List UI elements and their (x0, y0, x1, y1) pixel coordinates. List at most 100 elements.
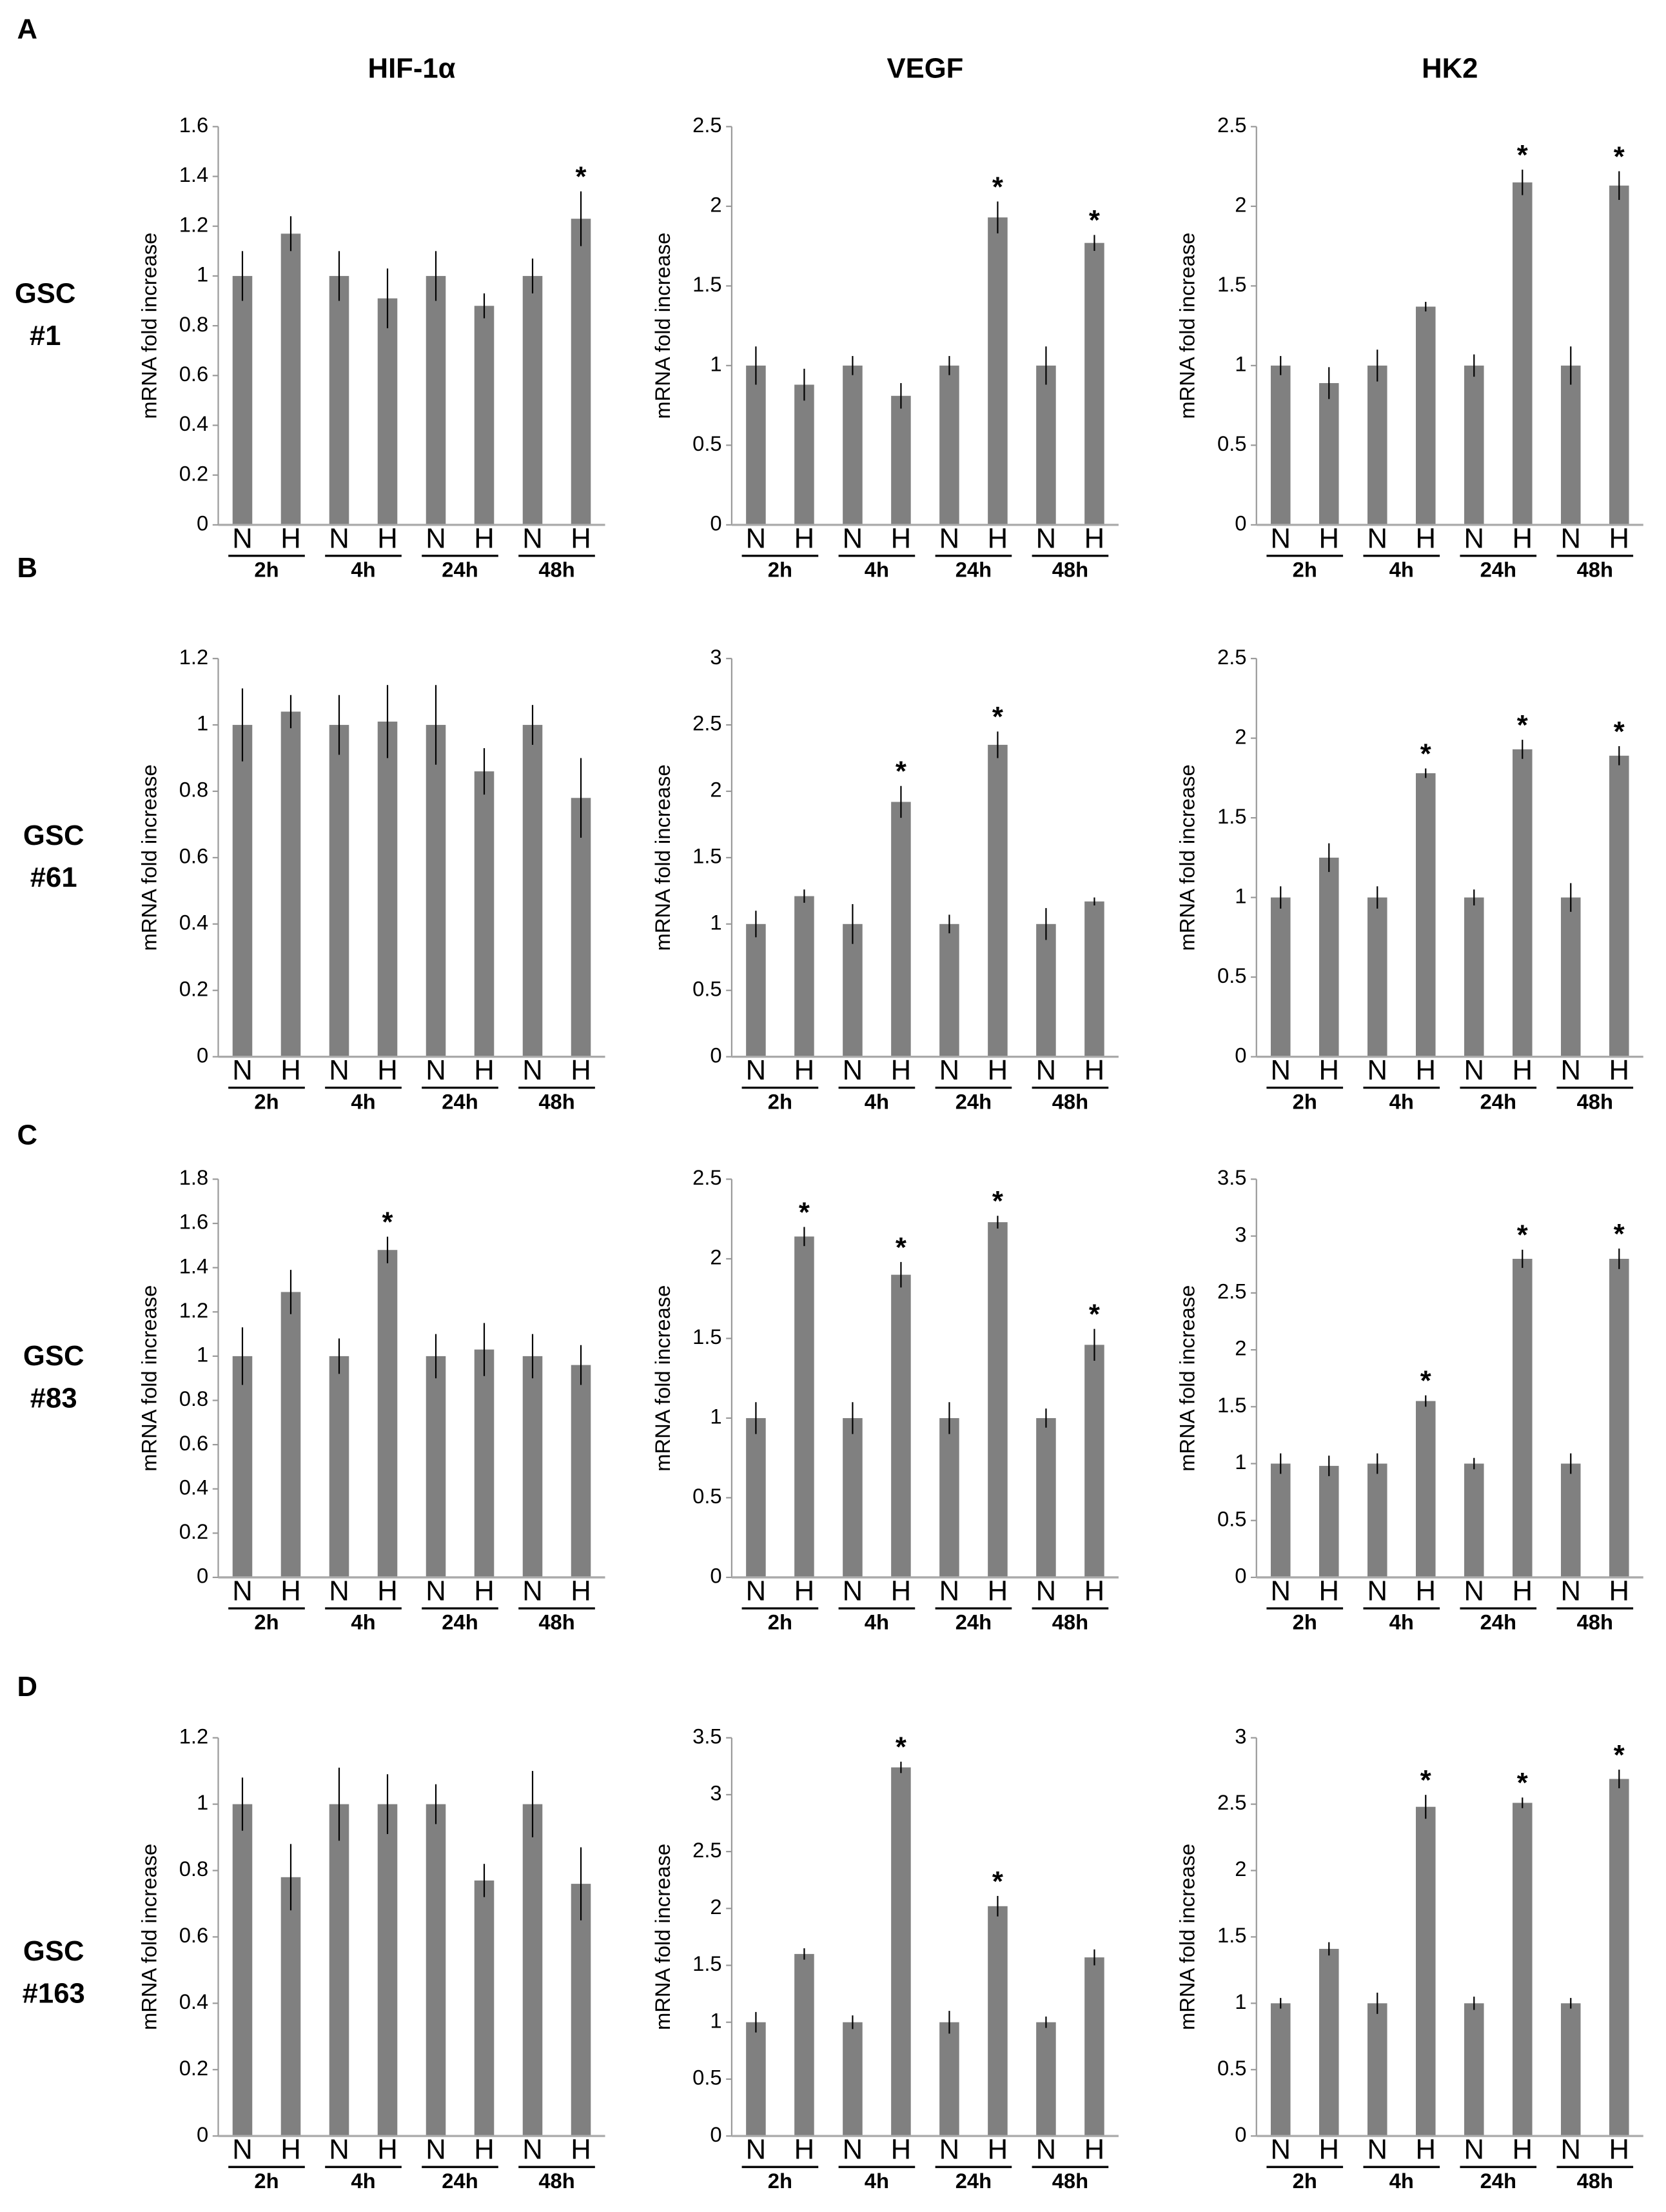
y-tick-label: 0 (1235, 2122, 1246, 2146)
x-tick-label: H (377, 1055, 398, 1086)
x-tick-label: H (988, 523, 1008, 554)
y-tick-label: 0.2 (179, 976, 208, 1000)
bar (232, 275, 253, 525)
bar (232, 1804, 253, 2137)
x-tick-label: N (232, 1055, 253, 1086)
bar (571, 219, 591, 525)
x-tick-label: H (794, 523, 815, 554)
group-label: 4h (865, 1610, 889, 1634)
bar (1367, 897, 1387, 1057)
x-tick-label: N (843, 523, 863, 554)
x-tick-label: N (1367, 1055, 1388, 1086)
x-tick-label: N (522, 523, 543, 554)
y-tick-label: 0 (710, 1564, 721, 1588)
y-tick-label: 1.5 (1217, 272, 1246, 296)
group-label: 48h (1052, 1089, 1088, 1113)
group-label: 2h (254, 1089, 279, 1113)
x-tick-label: H (1084, 2135, 1105, 2166)
group-label: 24h (1480, 558, 1516, 582)
group-label: 24h (442, 1089, 478, 1113)
y-tick-label: 0.5 (1217, 2056, 1246, 2080)
x-tick-label: H (571, 1055, 591, 1086)
bar (1416, 1401, 1436, 1577)
bar (329, 1804, 349, 2137)
bar (1609, 755, 1629, 1057)
significance-mark: * (1614, 141, 1625, 172)
x-tick-label: H (571, 1575, 591, 1606)
x-tick-label: N (329, 523, 349, 554)
group-label: 2h (1293, 1089, 1317, 1113)
bar (280, 1292, 301, 1577)
y-axis-label: mRNA fold increase (137, 1285, 161, 1472)
y-tick-label: 1.5 (692, 1325, 721, 1348)
row-label: #83 (30, 1383, 77, 1414)
bar (1084, 242, 1104, 525)
bar (891, 802, 911, 1057)
y-axis-label: mRNA fold increase (137, 233, 161, 419)
bar (474, 1349, 495, 1577)
bar (280, 711, 301, 1057)
y-tick-label: 0.2 (179, 1519, 208, 1543)
bar (1036, 1417, 1056, 1577)
y-tick-label: 1.5 (692, 844, 721, 868)
y-tick-label: 1 (710, 352, 721, 376)
x-tick-label: N (1561, 1575, 1582, 1606)
bar (891, 395, 911, 525)
x-tick-label: N (1271, 1055, 1291, 1086)
x-tick-label: H (571, 2135, 591, 2166)
bar (1609, 1779, 1629, 2137)
bar (1036, 2022, 1056, 2137)
group-label: 24h (1480, 2169, 1516, 2193)
y-tick-label: 1 (1235, 884, 1246, 907)
x-tick-label: N (522, 2135, 543, 2166)
bar (1561, 897, 1581, 1057)
x-tick-label: H (1609, 1575, 1630, 1606)
x-tick-label: H (1416, 523, 1436, 554)
x-tick-label: H (474, 2135, 495, 2166)
row-label: #163 (23, 1979, 85, 2010)
bar (1036, 923, 1056, 1057)
bar (1416, 773, 1436, 1057)
significance-mark: * (1517, 710, 1528, 741)
x-tick-label: H (474, 1055, 495, 1086)
x-tick-label: N (1464, 1055, 1485, 1086)
group-label: 4h (351, 558, 375, 582)
x-tick-label: N (426, 523, 446, 554)
y-tick-label: 1 (710, 1405, 721, 1428)
bar (746, 365, 766, 525)
x-tick-label: H (1513, 1575, 1533, 1606)
x-tick-label: N (1464, 1575, 1485, 1606)
y-tick-label: 3 (710, 645, 721, 669)
y-tick-label: 1.5 (692, 1951, 721, 1975)
group-label: 24h (956, 2169, 992, 2193)
significance-mark: * (1089, 1299, 1100, 1330)
group-label: 48h (1052, 1610, 1088, 1634)
bar (426, 1356, 446, 1577)
bar (1464, 897, 1484, 1057)
x-tick-label: N (426, 2135, 446, 2166)
y-tick-label: 1 (197, 1790, 208, 1814)
bar (939, 923, 959, 1057)
significance-mark: * (992, 702, 1003, 733)
x-tick-label: H (280, 2135, 301, 2166)
group-label: 48h (1577, 1610, 1613, 1634)
significance-mark: * (1614, 1219, 1625, 1250)
y-tick-label: 2 (710, 193, 721, 217)
y-tick-label: 1.5 (1217, 1393, 1246, 1417)
y-tick-label: 0.5 (1217, 431, 1246, 455)
significance-mark: * (896, 1732, 906, 1763)
row-label: GSC (23, 1936, 84, 1967)
y-tick-label: 0.5 (1217, 963, 1246, 987)
bar (1318, 857, 1339, 1057)
y-tick-label: 2 (710, 1245, 721, 1269)
bar (280, 233, 301, 525)
y-tick-label: 1.6 (179, 113, 208, 137)
panel-label: A (17, 14, 37, 45)
bar (1609, 1258, 1629, 1577)
bar (1513, 749, 1533, 1057)
significance-mark: * (1089, 205, 1100, 236)
bar (1367, 2003, 1387, 2137)
bar (1318, 1466, 1339, 1577)
group-label: 4h (1389, 1089, 1414, 1113)
